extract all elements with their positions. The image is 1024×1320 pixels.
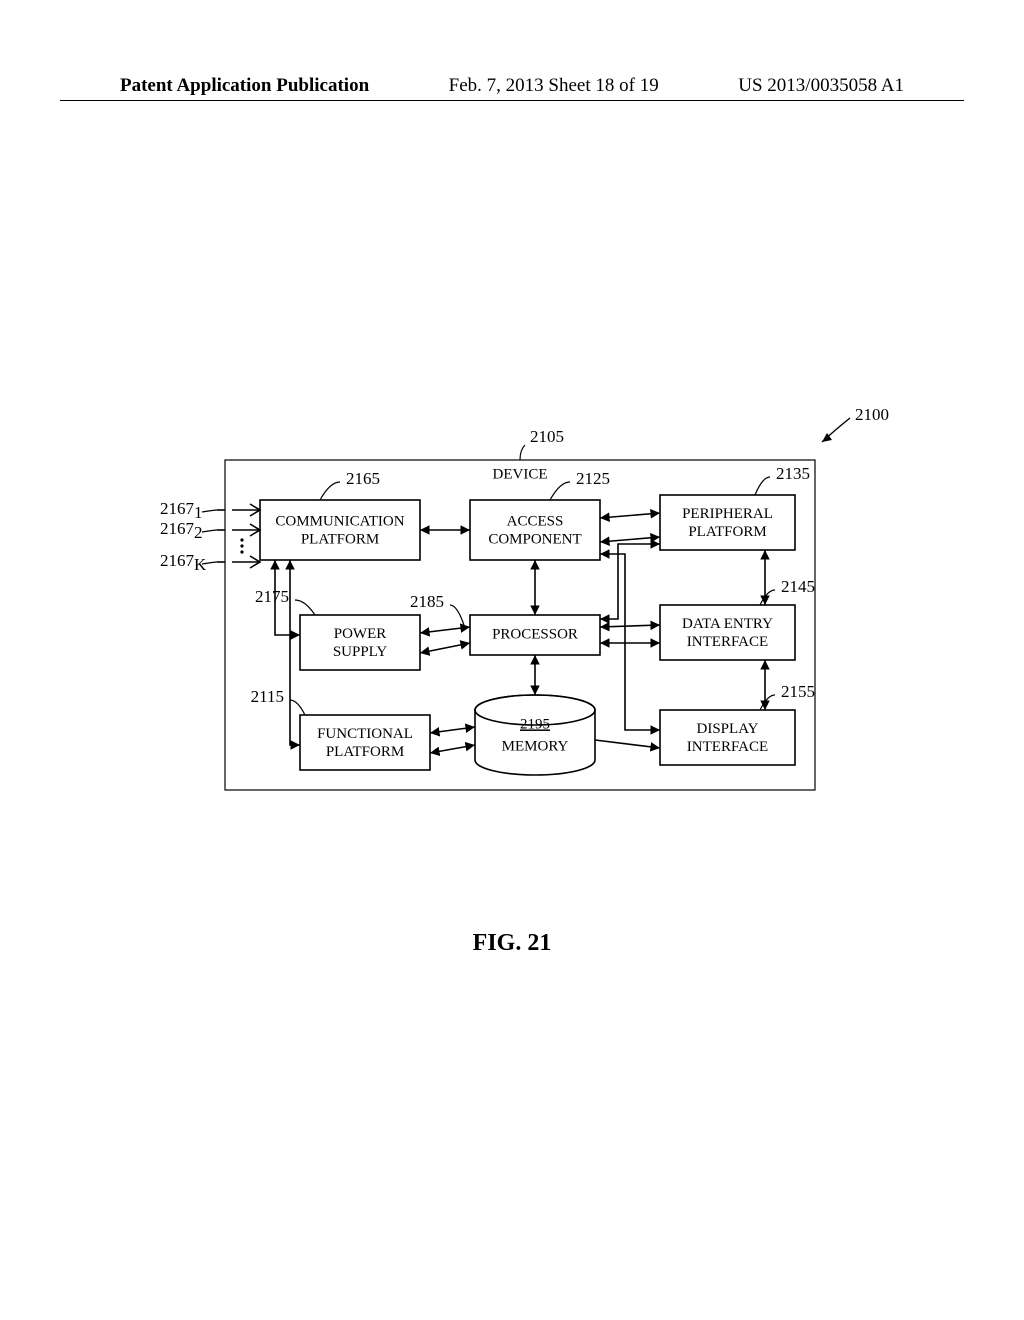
svg-text:2175: 2175 [255, 587, 289, 606]
svg-text:2167: 2167 [160, 551, 195, 570]
header-center: Feb. 7, 2013 Sheet 18 of 19 [449, 75, 659, 97]
header-right: US 2013/0035058 A1 [738, 75, 904, 97]
svg-text:ACCESS: ACCESS [507, 513, 564, 529]
svg-text:PLATFORM: PLATFORM [688, 524, 766, 540]
svg-text:PLATFORM: PLATFORM [301, 531, 379, 547]
header-left: Patent Application Publication [120, 75, 369, 97]
svg-text:2145: 2145 [781, 577, 815, 596]
svg-text:2125: 2125 [576, 469, 610, 488]
svg-text:K: K [194, 555, 207, 574]
svg-text:1: 1 [194, 503, 203, 522]
svg-text:COMPONENT: COMPONENT [488, 531, 581, 547]
svg-text:PERIPHERAL: PERIPHERAL [682, 506, 773, 522]
figure-caption: FIG. 21 [0, 930, 1024, 957]
svg-text:DATA ENTRY: DATA ENTRY [682, 616, 773, 632]
svg-text:2155: 2155 [781, 682, 815, 701]
svg-text:PROCESSOR: PROCESSOR [492, 626, 578, 642]
svg-text:FUNCTIONAL: FUNCTIONAL [317, 726, 413, 742]
page-header: Patent Application Publication Feb. 7, 2… [0, 75, 1024, 97]
svg-text:MEMORY: MEMORY [502, 738, 569, 754]
svg-text:2115: 2115 [251, 687, 284, 706]
svg-text:POWER: POWER [334, 626, 387, 642]
svg-text:2105: 2105 [530, 427, 564, 446]
svg-text:2: 2 [194, 523, 203, 542]
page: Patent Application Publication Feb. 7, 2… [0, 0, 1024, 1320]
svg-text:2167: 2167 [160, 519, 195, 538]
svg-text:2100: 2100 [855, 405, 889, 424]
svg-text:INTERFACE: INTERFACE [687, 739, 768, 755]
device-diagram: 2100 DEVICE 2105 COMMUNICATION PLATFORM ACCES… [120, 390, 910, 880]
svg-text:2167: 2167 [160, 499, 195, 518]
svg-text:COMMUNICATION: COMMUNICATION [275, 513, 404, 529]
diagram-area: 2100 DEVICE 2105 COMMUNICATION PLATFORM ACCES… [120, 390, 910, 880]
svg-text:DEVICE: DEVICE [493, 466, 548, 482]
svg-text:INTERFACE: INTERFACE [687, 634, 768, 650]
svg-text:DISPLAY: DISPLAY [697, 721, 759, 737]
header-rule [60, 100, 964, 101]
svg-text:2165: 2165 [346, 469, 380, 488]
svg-text:SUPPLY: SUPPLY [333, 644, 388, 660]
svg-text:PLATFORM: PLATFORM [326, 744, 404, 760]
svg-text:2195: 2195 [520, 716, 550, 732]
svg-text:2185: 2185 [410, 592, 444, 611]
svg-text:2135: 2135 [776, 464, 810, 483]
